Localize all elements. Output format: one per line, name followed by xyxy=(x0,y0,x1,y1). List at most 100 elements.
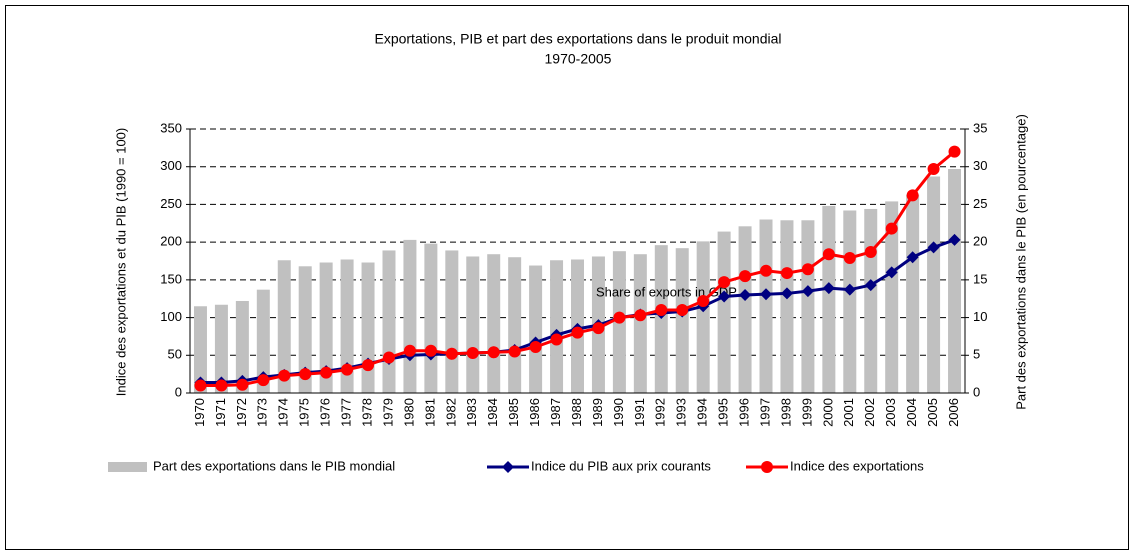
annotation: Share of exports in GDP xyxy=(596,284,737,299)
legend-label: Part des exportations dans le PIB mondia… xyxy=(153,458,395,473)
marker xyxy=(362,359,375,372)
marker xyxy=(739,270,752,283)
x-tick-label: 1982 xyxy=(443,398,458,427)
bar xyxy=(780,220,794,393)
marker xyxy=(592,322,605,335)
marker xyxy=(697,294,710,307)
x-tick-label: 2005 xyxy=(925,398,940,427)
marker xyxy=(236,378,249,391)
y-tick-label: 300 xyxy=(160,158,182,173)
legend-swatch xyxy=(108,462,147,472)
bar xyxy=(193,306,207,393)
y-tick-label: 150 xyxy=(160,271,182,286)
x-tick-label: 1991 xyxy=(632,398,647,427)
bar xyxy=(235,300,249,393)
x-tick-label: 1994 xyxy=(695,398,710,427)
x-tick-label: 1983 xyxy=(464,398,479,427)
x-tick-label: 1995 xyxy=(716,398,731,427)
chart-subtitle: 1970-2005 xyxy=(545,51,612,67)
marker xyxy=(529,340,542,353)
x-tick-label: 1997 xyxy=(757,398,772,427)
y2-tick-label: 30 xyxy=(973,158,987,173)
marker xyxy=(822,248,835,261)
x-tick-label: 2004 xyxy=(904,398,919,427)
x-tick-label: 1986 xyxy=(527,398,542,427)
marker xyxy=(655,304,668,317)
bar xyxy=(445,250,459,393)
marker xyxy=(885,266,898,279)
x-tick-label: 1990 xyxy=(611,398,626,427)
marker xyxy=(550,333,563,346)
y-axis-label: Indice des exportations et du PIB (1990 … xyxy=(113,128,128,396)
x-tick-label: 2002 xyxy=(862,398,877,427)
x-tick-label: 1987 xyxy=(548,398,563,427)
x-tick-label: 1999 xyxy=(799,398,814,427)
marker xyxy=(822,282,835,295)
marker xyxy=(927,162,940,175)
marker xyxy=(634,309,647,322)
marker xyxy=(299,368,312,381)
legend-label: Indice des exportations xyxy=(790,458,924,473)
y2-tick-label: 20 xyxy=(973,234,987,249)
marker xyxy=(948,145,961,158)
y-tick-label: 0 xyxy=(175,384,182,399)
marker xyxy=(906,189,919,202)
bar xyxy=(340,259,354,393)
legend-marker xyxy=(502,461,514,473)
marker xyxy=(780,267,793,280)
y-tick-label: 200 xyxy=(160,234,182,249)
marker xyxy=(843,251,856,264)
x-tick-label: 1970 xyxy=(192,398,207,427)
bar xyxy=(403,239,417,393)
x-tick-label: 1973 xyxy=(255,398,270,427)
chart-frame xyxy=(5,5,1129,550)
bar xyxy=(864,208,878,393)
x-tick-label: 1980 xyxy=(401,398,416,427)
y2-tick-label: 5 xyxy=(973,347,980,362)
bar xyxy=(633,254,647,393)
marker xyxy=(801,263,814,276)
legend-label: Indice du PIB aux prix courants xyxy=(531,458,711,473)
y-tick-label: 350 xyxy=(160,120,182,135)
bar xyxy=(906,194,920,393)
bar xyxy=(424,243,438,393)
marker xyxy=(403,344,416,357)
marker xyxy=(864,279,877,292)
x-tick-label: 2001 xyxy=(841,398,856,427)
bar xyxy=(529,265,543,393)
marker xyxy=(760,288,773,301)
bar xyxy=(277,260,291,393)
y2-tick-label: 0 xyxy=(973,384,980,399)
marker xyxy=(215,379,228,392)
bar xyxy=(550,260,564,393)
y2-tick-label: 15 xyxy=(973,271,987,286)
marker xyxy=(278,369,291,382)
bar xyxy=(487,254,501,393)
bar xyxy=(214,304,228,393)
marker xyxy=(906,251,919,264)
marker xyxy=(382,351,395,364)
marker xyxy=(320,366,333,379)
marker xyxy=(676,304,689,317)
legend-marker xyxy=(761,461,773,473)
y2-axis-label: Part des exportations dans le PIB (en po… xyxy=(1013,114,1028,410)
x-tick-label: 1976 xyxy=(318,398,333,427)
bar xyxy=(801,220,815,393)
bar xyxy=(466,256,480,393)
bar xyxy=(948,168,962,393)
y-tick-label: 100 xyxy=(160,309,182,324)
marker xyxy=(487,346,500,359)
bar xyxy=(256,289,270,393)
marker xyxy=(424,344,437,357)
x-tick-label: 1974 xyxy=(276,398,291,427)
marker xyxy=(948,233,961,246)
bar xyxy=(717,231,731,393)
bar xyxy=(822,205,836,393)
x-tick-label: 1977 xyxy=(339,398,354,427)
x-tick-label: 1985 xyxy=(506,398,521,427)
bar xyxy=(654,245,668,393)
bar xyxy=(843,210,857,393)
chart-title: Exportations, PIB et part des exportatio… xyxy=(374,31,781,47)
